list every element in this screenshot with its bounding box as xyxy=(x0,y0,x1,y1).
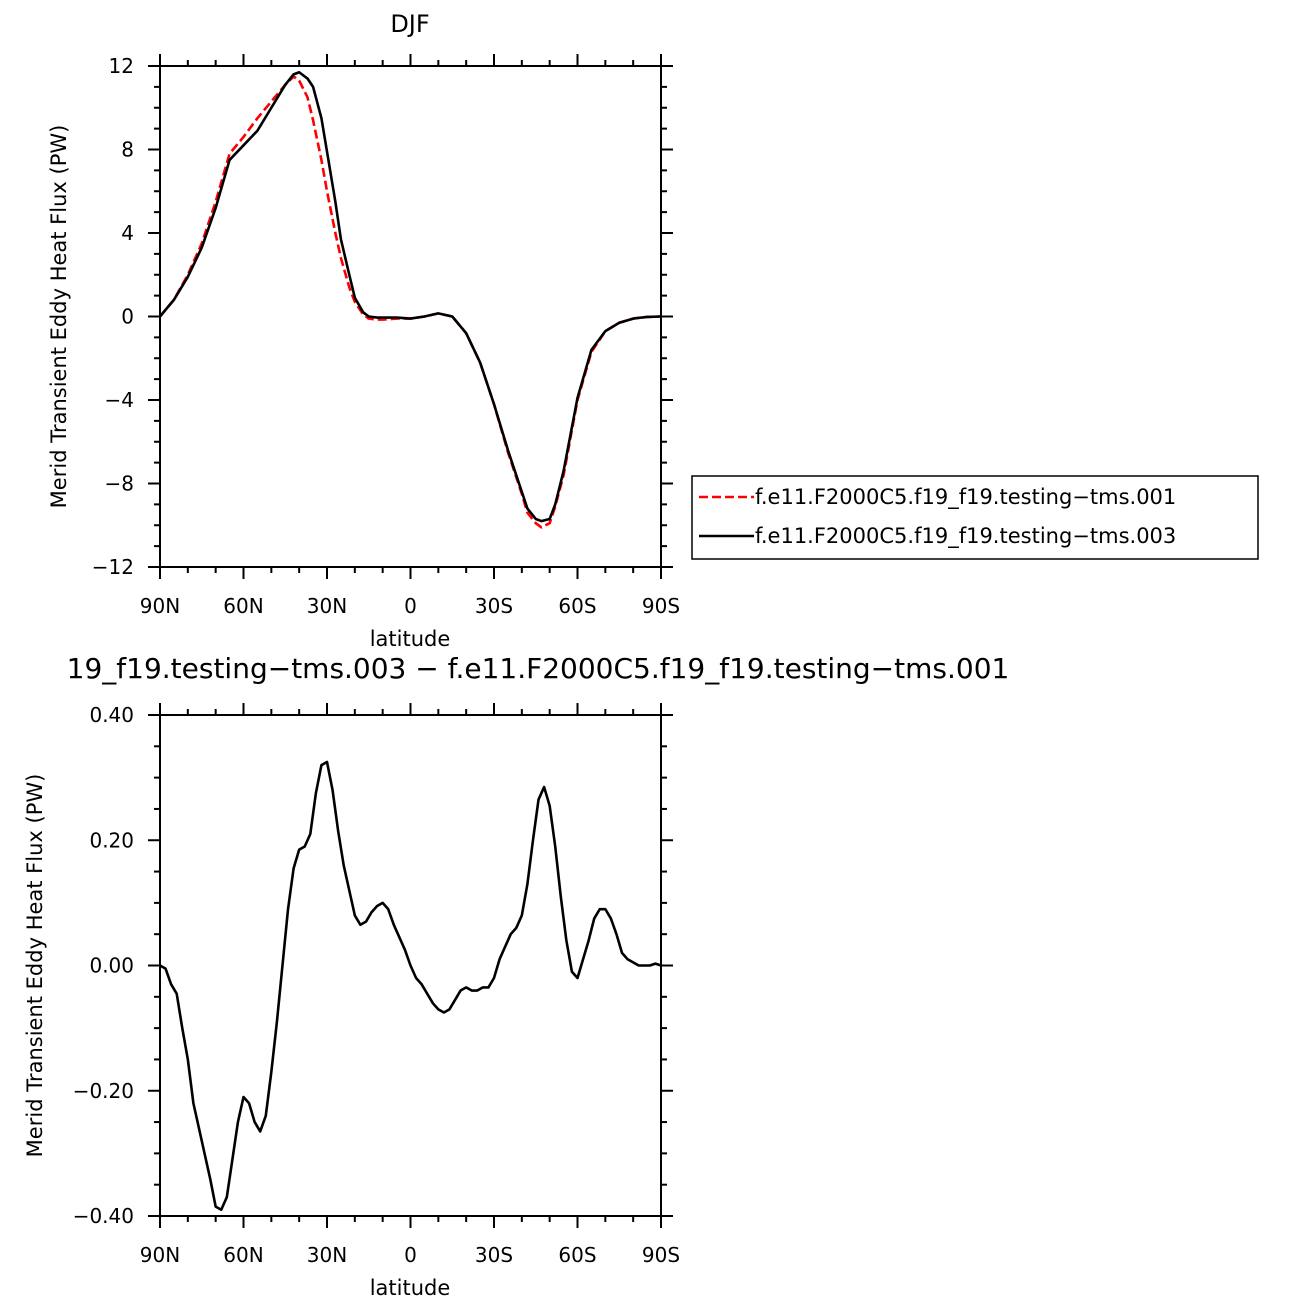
x-tick-label: 60S xyxy=(558,1243,596,1267)
x-tick-label: 60N xyxy=(223,1243,263,1267)
chart-bottom-y-tick-labels: −0.40 −0.20 0.00 0.20 0.40 xyxy=(73,703,134,1228)
chart-bottom: 19_f19.testing−tms.003 − f.e11.F2000C5.f… xyxy=(23,652,1009,1300)
chart-bottom-ticks xyxy=(148,703,673,1228)
chart-bottom-title: 19_f19.testing−tms.003 − f.e11.F2000C5.f… xyxy=(67,652,1010,685)
legend-label-series-2: f.e11.F2000C5.f19_f19.testing−tms.003 xyxy=(755,524,1176,549)
chart-bottom-series xyxy=(159,760,662,1212)
y-tick-label: −4 xyxy=(105,388,134,412)
legend-label-series-1: f.e11.F2000C5.f19_f19.testing−tms.001 xyxy=(755,485,1176,510)
x-tick-label: 60N xyxy=(223,594,263,618)
y-tick-label: 8 xyxy=(121,138,134,162)
y-tick-label: −0.40 xyxy=(73,1204,134,1228)
chart-top-plot-frame xyxy=(159,65,662,568)
x-tick-label: 30N xyxy=(307,594,347,618)
chart-top-x-tick-labels: 90N 60N 30N 0 30S 60S 90S xyxy=(140,594,680,618)
y-tick-label: 4 xyxy=(121,221,134,245)
x-tick-label: 30N xyxy=(307,1243,347,1267)
x-tick-label: 90N xyxy=(140,1243,180,1267)
chart-top-y-axis-label: Merid Transient Eddy Heat Flux (PW) xyxy=(47,125,71,509)
chart-top-series xyxy=(159,70,662,529)
series-line-2 xyxy=(159,70,662,523)
y-tick-label: 0.40 xyxy=(89,703,134,727)
series-line-1 xyxy=(159,75,662,529)
x-tick-label: 30S xyxy=(475,594,513,618)
series-line-1 xyxy=(159,760,662,1212)
chart-bottom-y-axis-label: Merid Transient Eddy Heat Flux (PW) xyxy=(23,774,47,1158)
x-tick-label: 90N xyxy=(140,594,180,618)
y-tick-label: −12 xyxy=(92,555,134,579)
chart-top: DJF 90N 60N 30N 0 30S 60S 90S −12 −8 −4 … xyxy=(47,10,1259,651)
legend-frame xyxy=(691,475,1259,560)
x-tick-label: 90S xyxy=(642,1243,680,1267)
chart-top-legend: f.e11.F2000C5.f19_f19.testing−tms.001 f.… xyxy=(691,475,1259,560)
x-tick-label: 0 xyxy=(404,1243,417,1267)
y-tick-label: −8 xyxy=(105,472,134,496)
x-tick-label: 30S xyxy=(475,1243,513,1267)
chart-bottom-x-axis-label: latitude xyxy=(370,1276,451,1300)
x-tick-label: 90S xyxy=(642,594,680,618)
y-tick-label: −0.20 xyxy=(73,1079,134,1103)
chart-top-x-axis-label: latitude xyxy=(370,627,451,651)
chart-top-y-tick-labels: −12 −8 −4 0 4 8 12 xyxy=(92,54,134,579)
x-tick-label: 0 xyxy=(404,594,417,618)
chart-bottom-x-tick-labels: 90N 60N 30N 0 30S 60S 90S xyxy=(140,1243,680,1267)
x-tick-label: 60S xyxy=(558,594,596,618)
y-tick-label: 12 xyxy=(109,54,134,78)
y-tick-label: 0.00 xyxy=(89,954,134,978)
y-tick-label: 0 xyxy=(121,305,134,329)
y-tick-label: 0.20 xyxy=(89,828,134,852)
chart-top-title: DJF xyxy=(390,10,429,38)
chart-top-ticks xyxy=(148,54,673,579)
